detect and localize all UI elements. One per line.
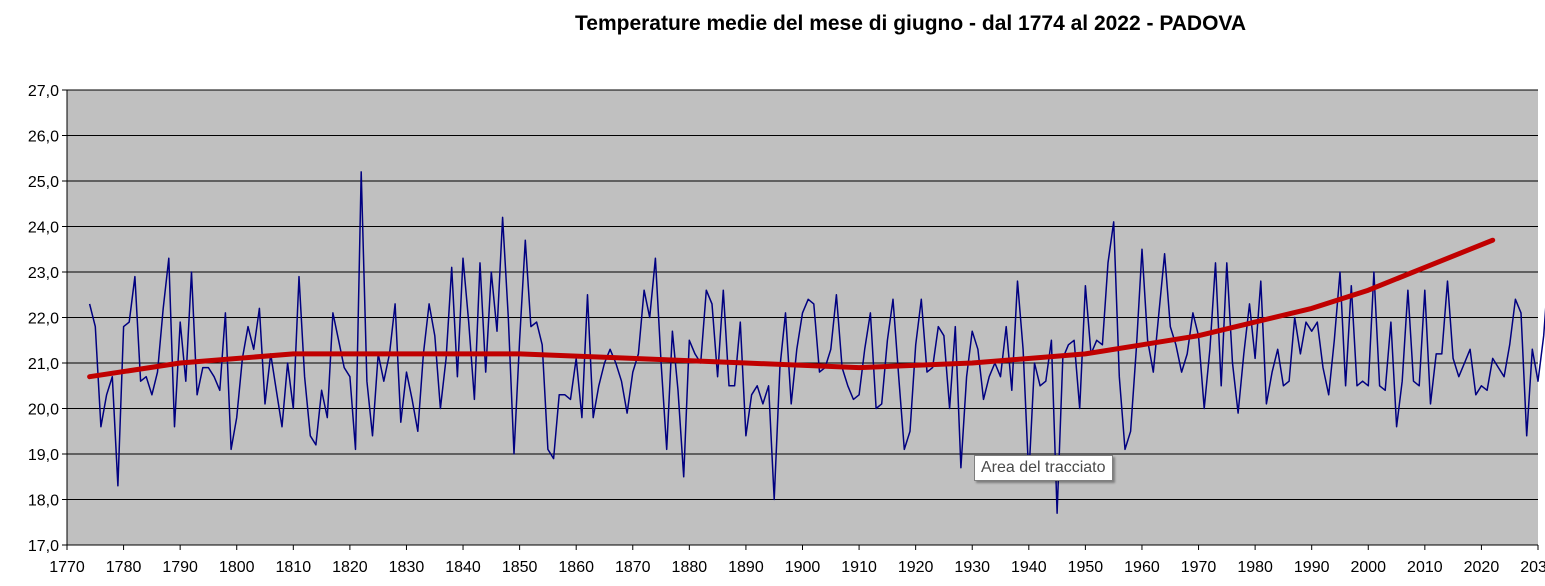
- x-tick-label: 1850: [502, 559, 538, 576]
- x-tick-label: 1860: [558, 559, 594, 576]
- temperature-series-line: [88, 171, 1545, 514]
- x-tick-label: 1770: [49, 559, 85, 576]
- plot-area-tooltip: Area del tracciato: [974, 455, 1113, 481]
- x-tick-label: 1990: [1294, 559, 1330, 576]
- x-tick-label: 1800: [219, 559, 255, 576]
- x-tick-label: 1940: [1011, 559, 1047, 576]
- x-tick-label: 1930: [954, 559, 990, 576]
- x-tick-label: 1890: [728, 559, 764, 576]
- chart-title: Temperature medie del mese di giugno - d…: [575, 12, 1247, 35]
- y-tick-label: 20,0: [28, 402, 59, 419]
- x-tick-label: 1950: [1068, 559, 1104, 576]
- x-tick-label: 1830: [389, 559, 425, 576]
- y-tick-label: 21,0: [28, 356, 59, 373]
- x-tick-label: 1810: [276, 559, 312, 576]
- y-tick-label: 22,0: [28, 311, 59, 328]
- x-tick-label: 1870: [615, 559, 651, 576]
- y-tick-label: 18,0: [28, 493, 59, 510]
- x-tick-label: 1820: [332, 559, 368, 576]
- x-tick-label: 1980: [1237, 559, 1273, 576]
- x-tick-label: 1910: [841, 559, 877, 576]
- series-group: [87, 171, 1545, 514]
- x-tick-label: 1840: [445, 559, 481, 576]
- y-tick-label: 25,0: [28, 174, 59, 191]
- y-tick-label: 26,0: [28, 129, 59, 146]
- x-tick-label: 1790: [162, 559, 198, 576]
- trend-line: [87, 237, 1496, 380]
- y-tick-label: 19,0: [28, 447, 59, 464]
- x-tick-label: 1880: [672, 559, 708, 576]
- y-tick-label: 27,0: [28, 83, 59, 100]
- y-axis-ticks: 27,0 26,0 25,0 24,0 23,0 22,0 21,0 20,0 19,0 18,0…: [28, 83, 68, 555]
- x-tick-label: 1920: [898, 559, 934, 576]
- x-axis-ticks: 1770 1780 1790 1800 1810 1820 1830 1840 1850 1860…: [49, 544, 1545, 576]
- x-tick-label: 1900: [785, 559, 821, 576]
- x-tick-label: 1780: [106, 559, 142, 576]
- x-tick-label: 1960: [1124, 559, 1160, 576]
- y-tick-label: 23,0: [28, 265, 59, 282]
- x-tick-label: 1970: [1181, 559, 1217, 576]
- x-tick-label: 2020: [1464, 559, 1500, 576]
- y-tick-label: 24,0: [28, 220, 59, 237]
- x-tick-label: 2010: [1407, 559, 1443, 576]
- y-tick-label: 17,0: [28, 538, 59, 555]
- x-tick-label: 2030: [1520, 559, 1545, 576]
- x-tick-label: 2000: [1350, 559, 1386, 576]
